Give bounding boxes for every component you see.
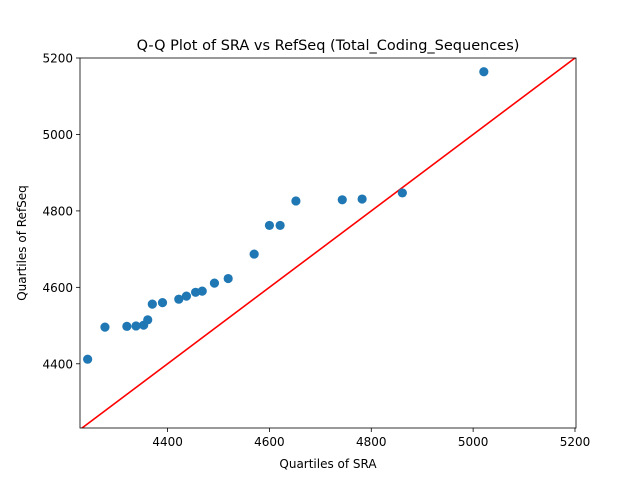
- x-axis-ticks: 4400 4600 4800 5000 5200: [152, 428, 590, 449]
- y-axis-ticks: 4400 4600 4800 5000 5200: [42, 52, 80, 371]
- y-tick-label: 5000: [42, 128, 73, 142]
- data-point: [337, 195, 347, 205]
- axes-frame: [79, 57, 577, 429]
- data-point: [209, 278, 220, 288]
- y-axis-label: Quartiles of RefSeq: [15, 185, 29, 301]
- y-tick-label: 5200: [42, 52, 73, 66]
- data-point: [147, 299, 157, 309]
- reference-line: [80, 58, 576, 428]
- data-point: [157, 298, 168, 308]
- data-point: [100, 322, 110, 332]
- y-tick-label: 4600: [42, 281, 73, 295]
- data-point: [83, 354, 93, 364]
- data-point: [249, 249, 259, 259]
- x-tick-label: 5200: [560, 435, 591, 449]
- y-tick-label: 4400: [42, 357, 73, 371]
- y-tick-label: 4800: [42, 204, 73, 218]
- data-point: [181, 291, 192, 301]
- data-point: [291, 196, 301, 206]
- plot-area: [79, 57, 577, 429]
- data-point: [223, 273, 233, 284]
- data-point: [275, 220, 285, 231]
- x-axis-label: Quartiles of SRA: [279, 457, 377, 471]
- chart-title: Q-Q Plot of SRA vs RefSeq (Total_Coding_…: [137, 38, 520, 54]
- x-tick-label: 5000: [458, 435, 489, 449]
- x-tick-label: 4400: [152, 435, 183, 449]
- x-tick-label: 4600: [254, 435, 285, 449]
- data-points-layer: [83, 67, 489, 364]
- data-point: [131, 321, 141, 331]
- data-point: [143, 315, 153, 325]
- data-point: [174, 294, 184, 304]
- data-point: [197, 286, 207, 296]
- reference-line-layer: [80, 58, 576, 428]
- data-point: [397, 188, 407, 198]
- x-tick-label: 4800: [356, 435, 387, 449]
- data-point: [122, 321, 132, 331]
- data-point: [264, 220, 275, 231]
- data-point: [357, 194, 367, 204]
- data-point: [479, 67, 489, 77]
